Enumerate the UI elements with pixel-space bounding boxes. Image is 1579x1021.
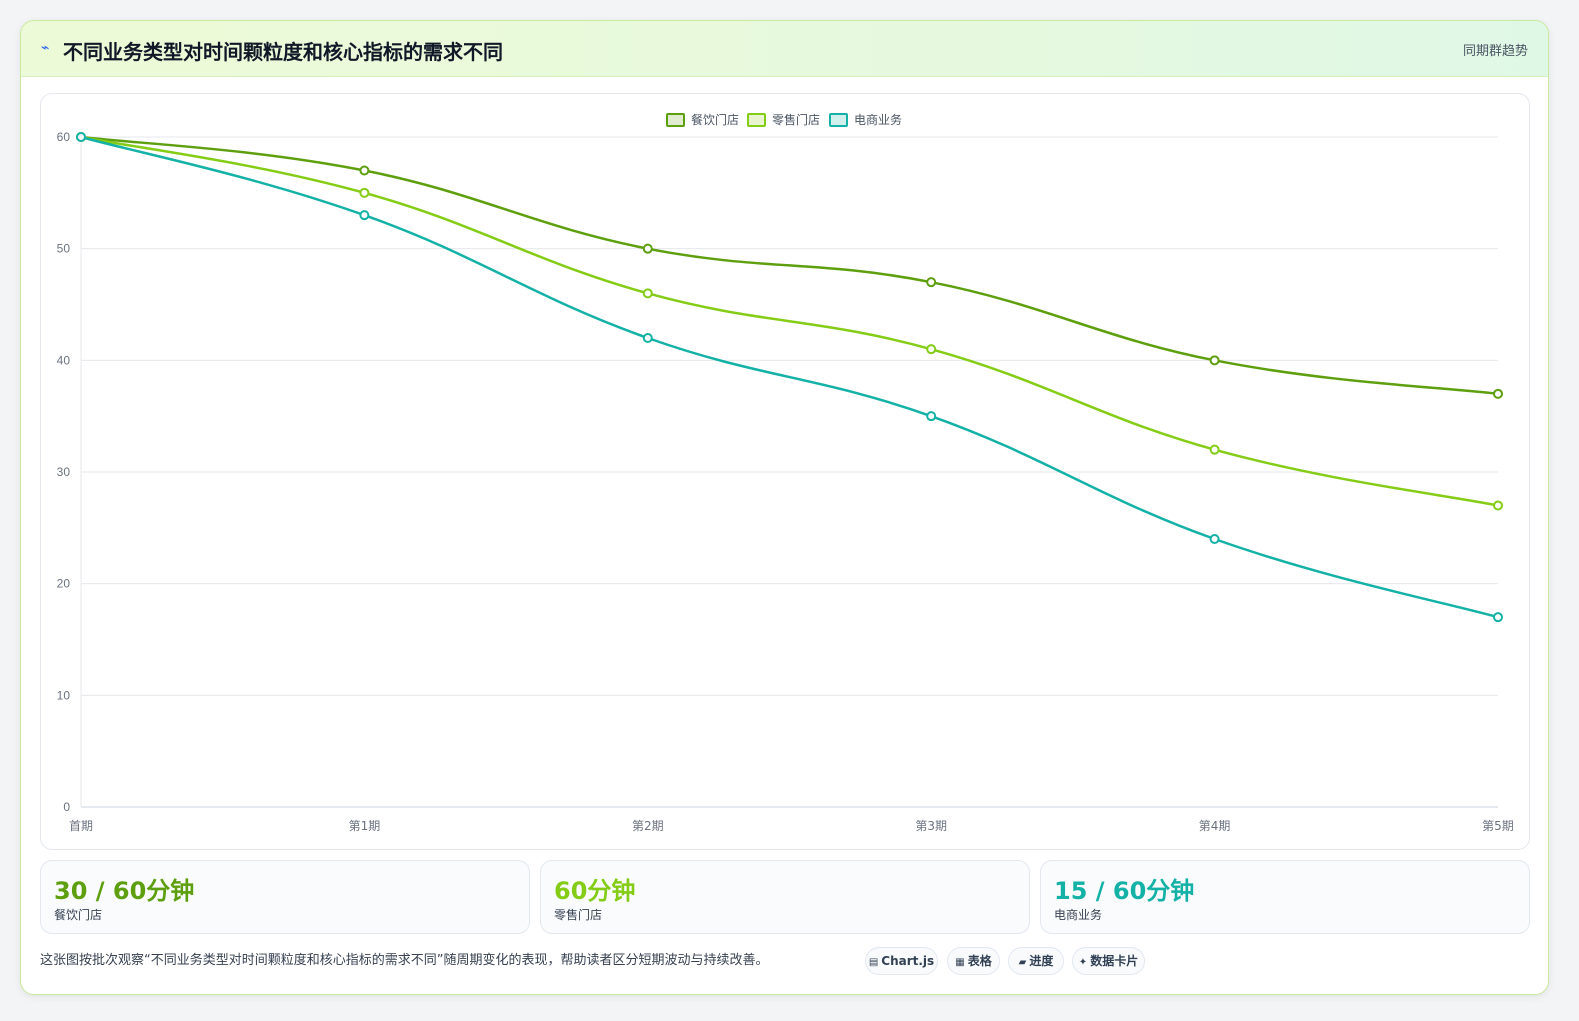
data-point <box>1493 612 1503 623</box>
x-tick-label: 第5期 <box>1482 819 1514 833</box>
stat-card-restaurant: 30 / 60分钟 餐饮门店 <box>40 860 530 934</box>
progress-icon: ▰ <box>1018 957 1027 968</box>
report-card: ⌁ 不同业务类型对时间颗粒度和核心指标的需求不同 同期群趋势 0 10 20 30 40… <box>20 20 1549 995</box>
series-line <box>80 135 1499 507</box>
pill-chartjs[interactable]: ▤ Chart.js <box>865 947 938 975</box>
chart-footnote: 这张图按批次观察“不同业务类型对时间颗粒度和核心指标的需求不同”随周期变化的表现… <box>40 953 769 968</box>
series-line <box>80 135 1499 619</box>
line-chart: 0 10 20 30 40 50 60 首期 第1期 第2期 第3期 第4期 第5期 餐饮门店 零售门店 电商… <box>57 112 1514 833</box>
y-tick-label: 30 <box>57 465 71 479</box>
pill-label: 进度 <box>1029 954 1054 968</box>
legend-swatch <box>666 113 685 127</box>
y-tick-label: 20 <box>57 577 71 591</box>
data-point <box>76 132 86 142</box>
legend-swatch <box>747 113 766 127</box>
y-tick-label: 10 <box>57 688 71 702</box>
data-point <box>359 187 370 198</box>
data-point <box>1493 500 1503 511</box>
legend-swatch <box>829 113 848 127</box>
x-tick-label: 第4期 <box>1199 819 1231 833</box>
pill-data-card[interactable]: ✦ 数据卡片 <box>1072 947 1145 975</box>
stat-value: 30 / 60分钟 <box>54 877 195 905</box>
stat-card-retail: 60分钟 零售门店 <box>540 860 1030 934</box>
legend-label: 餐饮门店 <box>691 112 739 127</box>
legend-label: 零售门店 <box>772 112 820 127</box>
pill-label: Chart.js <box>881 954 935 968</box>
stat-label: 电商业务 <box>1054 908 1103 922</box>
data-point <box>1493 388 1503 399</box>
x-tick-label: 首期 <box>69 819 93 833</box>
data-point <box>1209 444 1220 455</box>
data-point <box>359 165 370 176</box>
data-point <box>359 210 370 221</box>
stat-value: 60分钟 <box>554 877 636 905</box>
data-point <box>642 333 653 343</box>
stat-value: 15 / 60分钟 <box>1054 877 1195 905</box>
chart-icon: ▤ <box>868 957 879 968</box>
stat-card-ecommerce: 15 / 60分钟 电商业务 <box>1040 860 1530 934</box>
table-icon: ▦ <box>955 957 965 968</box>
cohort-trend-link[interactable]: 同期群趋势 <box>1462 44 1528 59</box>
data-point <box>926 344 937 355</box>
page-title: 不同业务类型对时间颗粒度和核心指标的需求不同 <box>63 40 503 64</box>
series-line <box>80 135 1499 396</box>
pill-progress[interactable]: ▰ 进度 <box>1008 947 1064 975</box>
data-point <box>926 411 937 422</box>
pill-label: 表格 <box>967 954 992 968</box>
y-tick-label: 0 <box>63 800 70 814</box>
stat-label: 零售门店 <box>554 908 603 922</box>
legend-label: 电商业务 <box>854 112 902 127</box>
pill-label: 数据卡片 <box>1090 954 1139 968</box>
chart-trend-icon: ⌁ <box>41 40 50 56</box>
x-tick-label: 第2期 <box>632 819 664 833</box>
card-icon: ✦ <box>1078 957 1088 968</box>
y-tick-label: 40 <box>57 353 71 367</box>
card-header: ⌁ 不同业务类型对时间颗粒度和核心指标的需求不同 同期群趋势 <box>21 21 1548 77</box>
data-point <box>1209 534 1220 544</box>
data-point <box>1209 355 1220 366</box>
y-tick-label: 50 <box>57 242 71 256</box>
pill-table[interactable]: ▦ 表格 <box>947 947 1000 975</box>
stat-label: 餐饮门店 <box>54 908 103 922</box>
data-point <box>642 288 653 299</box>
chart-panel: 0 10 20 30 40 50 60 首期 第1期 第2期 第3期 第4期 第5期 餐饮门店 零售门店 电商… <box>40 93 1530 850</box>
x-tick-label: 第3期 <box>915 819 947 833</box>
data-point <box>642 243 653 254</box>
y-tick-label: 60 <box>57 130 71 144</box>
x-tick-label: 第1期 <box>349 819 381 833</box>
data-point <box>926 277 937 288</box>
